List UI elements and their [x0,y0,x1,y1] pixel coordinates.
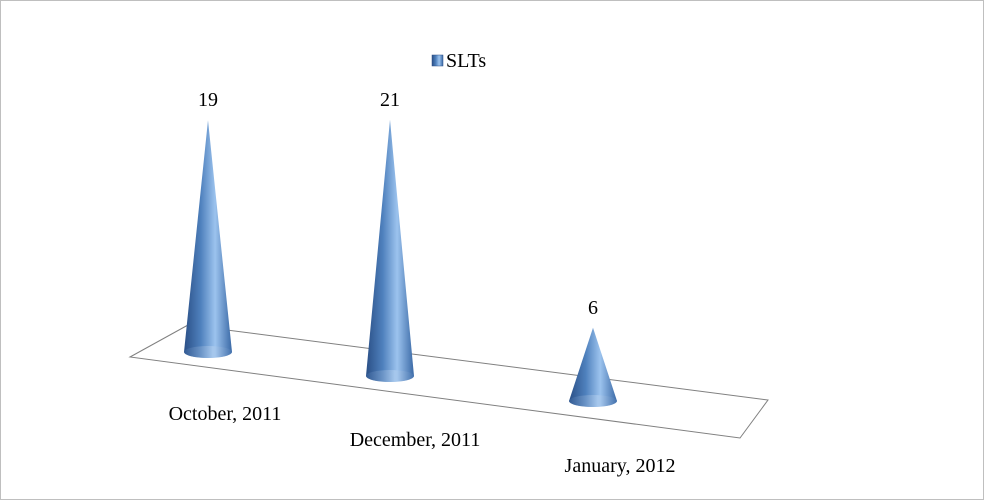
x-tick-label: December, 2011 [350,429,481,451]
x-tick-label: January, 2012 [565,455,676,477]
cone-base [184,346,232,358]
x-tick-label: October, 2011 [169,403,282,425]
cone-base [569,395,617,407]
data-label: 21 [380,89,400,111]
legend-swatch [431,54,444,67]
floor [128,324,769,439]
cone [184,120,232,358]
cone [569,327,617,407]
cone [366,119,414,383]
legend: SLTs [431,50,486,72]
cone-base [366,370,414,382]
data-label: 19 [198,89,218,111]
data-label: 6 [588,297,598,319]
legend-label: SLTs [446,50,486,72]
